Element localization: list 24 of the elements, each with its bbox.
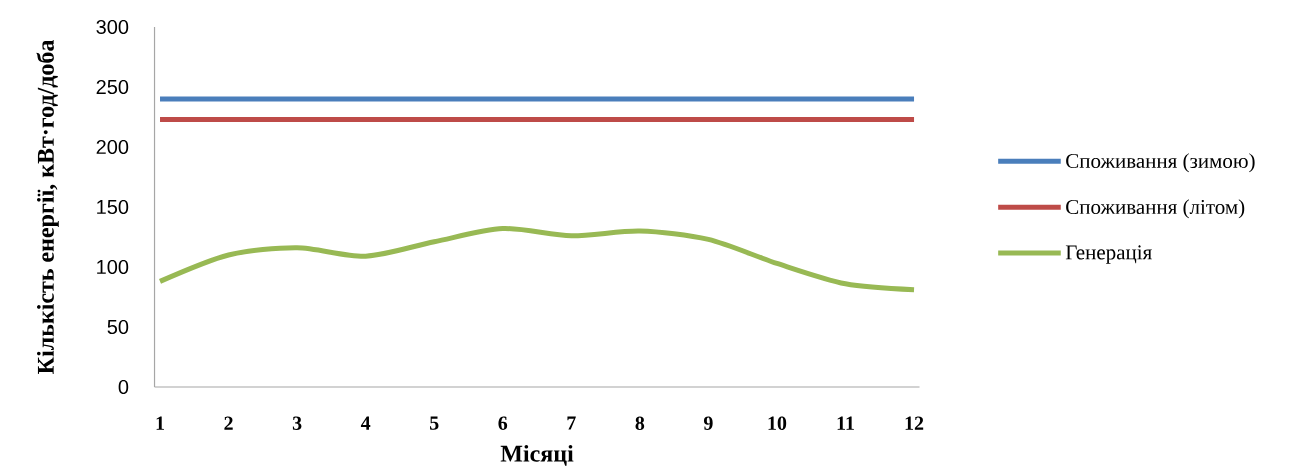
legend-label: Споживання (зимою) bbox=[1066, 153, 1255, 173]
x-tick-label: 5 bbox=[430, 416, 439, 430]
x-tick-label: 12 bbox=[905, 416, 924, 430]
legend-label: Споживання (літом) bbox=[1066, 199, 1245, 219]
x-tick-label: 9 bbox=[703, 416, 713, 430]
x-tick-label: 1 bbox=[156, 416, 164, 430]
x-tick-label: 8 bbox=[635, 416, 645, 431]
x-axis-title: Місяці bbox=[500, 444, 574, 466]
y-tick-label: 100 bbox=[97, 259, 129, 275]
y-tick-label: 50 bbox=[107, 319, 129, 335]
x-tick-label: 7 bbox=[567, 416, 576, 430]
x-tick-label: 4 bbox=[360, 416, 371, 430]
x-tick-label: 2 bbox=[224, 416, 233, 430]
x-tick-label: 3 bbox=[292, 416, 302, 430]
legend-label: Генерація bbox=[1065, 245, 1152, 264]
y-tick-label: 0 bbox=[118, 379, 129, 395]
y-tick-label: 200 bbox=[96, 139, 129, 155]
x-tick-label: 6 bbox=[498, 416, 508, 430]
y-tick-label: 250 bbox=[96, 79, 129, 95]
y-axis-title: Кількість енергії, кВт·год/доба bbox=[36, 39, 59, 374]
y-tick-label: 150 bbox=[97, 199, 129, 215]
x-tick-label: 10 bbox=[768, 416, 787, 431]
y-tick-label: 300 bbox=[96, 19, 129, 35]
x-tick-label: 11 bbox=[837, 416, 854, 430]
